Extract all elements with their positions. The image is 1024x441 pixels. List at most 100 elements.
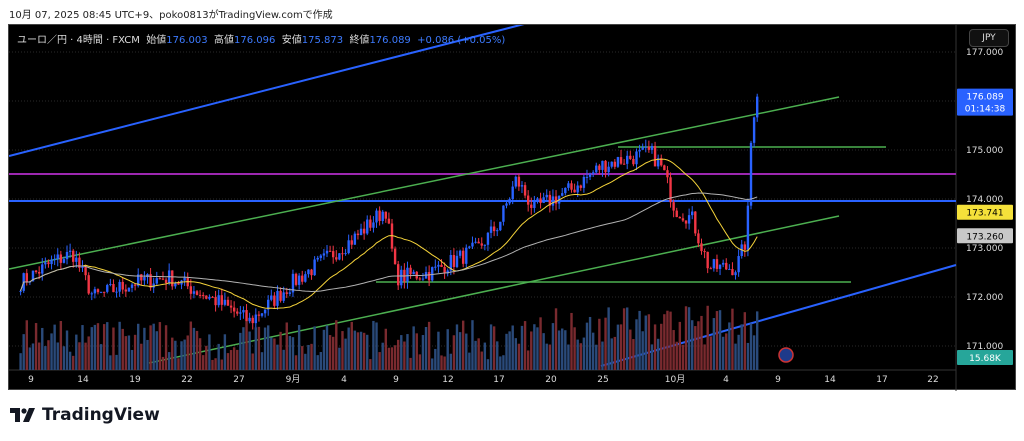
volume-bar (452, 335, 456, 370)
volume-bar (22, 334, 25, 370)
volume-bar (635, 319, 638, 370)
candle-body (551, 196, 555, 206)
candle-body (576, 185, 579, 193)
candle-body (130, 284, 134, 288)
volume-bar (359, 331, 363, 370)
volume-bar (301, 346, 304, 370)
candle-body (288, 292, 292, 294)
volume-bar (743, 312, 747, 370)
volume-bar (232, 347, 236, 370)
volume-bar (53, 324, 56, 370)
candle-body (248, 317, 251, 322)
volume-bar (84, 342, 87, 370)
volume-bar (718, 310, 722, 370)
candle-body (99, 291, 103, 293)
volume-bar (536, 327, 539, 370)
chart-panel[interactable]: ユーロ／円 · 4時間 · FXCM 始値176.003 高値176.096 安… (8, 24, 1017, 391)
volume-bar (443, 356, 446, 370)
tradingview-logo[interactable]: TradingView (10, 405, 160, 425)
last-price-label: 176.089 01:14:38 (957, 88, 1013, 116)
candle-body (396, 264, 400, 286)
volume-bar (700, 315, 703, 370)
x-tick-label: 10月 (665, 374, 685, 385)
volume-bar (409, 357, 412, 370)
volume-bar (158, 322, 162, 370)
y-tick-label: 177.000 (966, 48, 1003, 58)
volume-bar (632, 339, 635, 370)
candle-body (294, 273, 298, 285)
candle-body (96, 289, 100, 293)
volume-bar (669, 311, 672, 370)
volume-bar (573, 327, 576, 370)
candle-body (257, 314, 261, 316)
volume-bar (706, 305, 709, 370)
volume-bar (437, 331, 440, 370)
volume-bar (641, 331, 644, 370)
candle-body (118, 281, 121, 292)
candle-body (706, 251, 709, 269)
candle-body (270, 295, 273, 300)
volume-bar (424, 326, 428, 370)
candle-body (378, 210, 381, 221)
candle-body (341, 253, 344, 255)
currency-button[interactable]: JPY (969, 29, 1009, 47)
close-label: 終値 (349, 35, 370, 46)
candle-body (322, 253, 326, 256)
volume-bar (468, 352, 471, 370)
candle-body (356, 233, 360, 236)
candle-body (585, 176, 589, 178)
candle-body (112, 284, 115, 293)
candle-body (310, 269, 313, 276)
x-tick-label: 17 (876, 375, 887, 385)
volume-bar (220, 359, 223, 370)
volume-bar (412, 326, 415, 370)
candle-body (681, 218, 685, 221)
volume-bar (480, 351, 483, 370)
candle-body (461, 250, 465, 264)
candle-body (653, 145, 657, 167)
candle-body (220, 295, 223, 305)
volume-bar (564, 330, 567, 370)
volume-bar (56, 342, 59, 370)
candle-body (149, 274, 152, 288)
candle-body (579, 185, 582, 188)
candle-body (406, 267, 409, 282)
candle-body (155, 278, 158, 284)
volume-bar (554, 308, 558, 370)
upper-channel-line (9, 25, 525, 157)
volume-bar (115, 354, 118, 370)
volume-bar (709, 336, 712, 370)
volume-bar (44, 346, 47, 370)
price-chart[interactable]: 177.000176.000175.000174.000173.000172.0… (9, 25, 1017, 391)
volume-bar (263, 327, 267, 370)
last-price-label-bg (957, 88, 1013, 116)
candle-body (511, 186, 514, 200)
volume-bar (539, 317, 542, 370)
candle-body (647, 146, 651, 150)
symbol-name[interactable]: ユーロ／円 · 4時間 · FXCM (17, 35, 140, 46)
volume-bar (130, 349, 134, 370)
candle-body (65, 251, 69, 260)
candle-body (381, 211, 384, 221)
candle-body (526, 195, 530, 205)
candle-body (56, 254, 59, 260)
volume-bar (496, 341, 499, 370)
candle-body (721, 262, 725, 265)
volume-bar (50, 333, 53, 370)
candle-body (539, 198, 542, 203)
candle-body (347, 240, 350, 254)
candle-body (595, 165, 598, 173)
volume-bar (270, 337, 273, 370)
x-tick-label: 4 (723, 375, 729, 385)
candle-body (189, 286, 193, 294)
ma-fast-price-label-text: 173.741 (966, 209, 1003, 219)
volume-bar (619, 324, 623, 370)
candle-body (641, 147, 644, 150)
candle-body (177, 282, 180, 285)
candle-body (545, 194, 548, 198)
volume-bar (211, 359, 214, 370)
volume-bar (660, 323, 663, 370)
candle-body (251, 317, 254, 324)
volume-bar (183, 339, 186, 370)
candle-body (684, 220, 688, 224)
